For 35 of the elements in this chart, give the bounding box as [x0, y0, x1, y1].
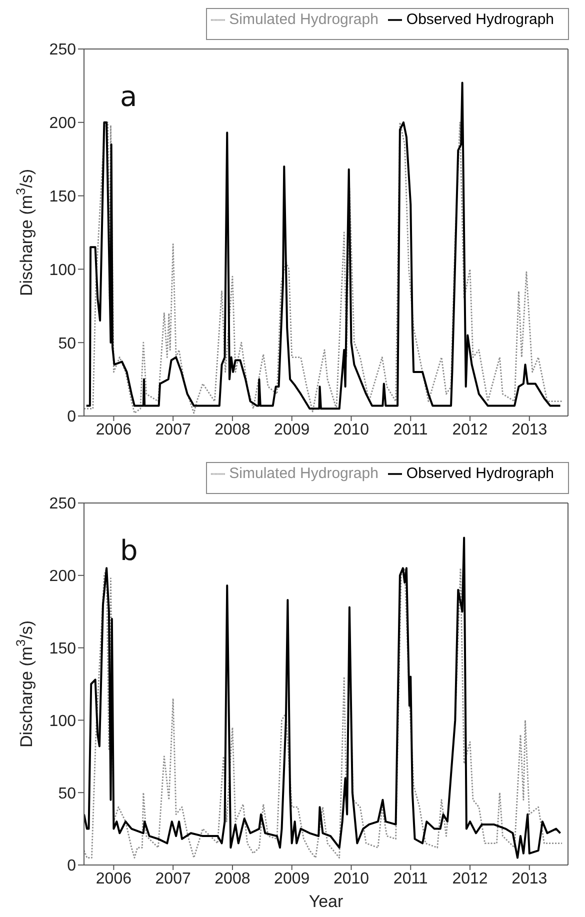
x-tick-label: 2010 [333, 421, 370, 438]
x-tick-label: 2011 [393, 870, 428, 888]
y-tick-label: 150 [49, 640, 76, 658]
y-tick-label: 50 [58, 335, 76, 352]
annotation: a [120, 80, 138, 113]
y-tick-label: 100 [49, 262, 76, 279]
y-tick-label: 250 [49, 42, 76, 59]
legend-label: Simulated Hydrograph [229, 11, 378, 28]
x-tick-label: 2008 [214, 870, 250, 888]
x-axis-title: Year [308, 892, 344, 912]
annotation: b [120, 534, 138, 567]
y-tick-label: 200 [49, 115, 76, 132]
y-tick-label: 250 [49, 496, 76, 513]
y-tick-label: 0 [67, 408, 76, 426]
x-tick-label: 2010 [333, 870, 370, 888]
y-tick-label: 50 [58, 785, 76, 802]
x-tick-label: 2006 [96, 870, 132, 888]
x-tick-label: 2007 [155, 421, 191, 438]
x-tick-label: 2011 [393, 421, 428, 438]
legend-label: Observed Hydrograph [406, 465, 554, 482]
legend-label: Observed Hydrograph [406, 11, 554, 28]
x-tick-label: 2013 [512, 870, 548, 888]
x-tick-label: 2006 [96, 421, 132, 438]
y-tick-label: 150 [49, 188, 76, 206]
x-tick-label: 2012 [452, 870, 488, 888]
y-tick-label: 100 [49, 712, 76, 730]
y-tick-label: 200 [49, 568, 76, 586]
y-tick-label: 0 [67, 858, 76, 875]
x-tick-label: 2007 [155, 870, 191, 888]
x-tick-label: 2009 [274, 870, 310, 888]
x-tick-label: 2009 [274, 421, 310, 438]
x-tick-label: 2012 [452, 421, 488, 438]
legend-label: Simulated Hydrograph [229, 465, 378, 482]
x-tick-label: 2008 [214, 421, 250, 438]
x-tick-label: 2013 [512, 421, 548, 438]
